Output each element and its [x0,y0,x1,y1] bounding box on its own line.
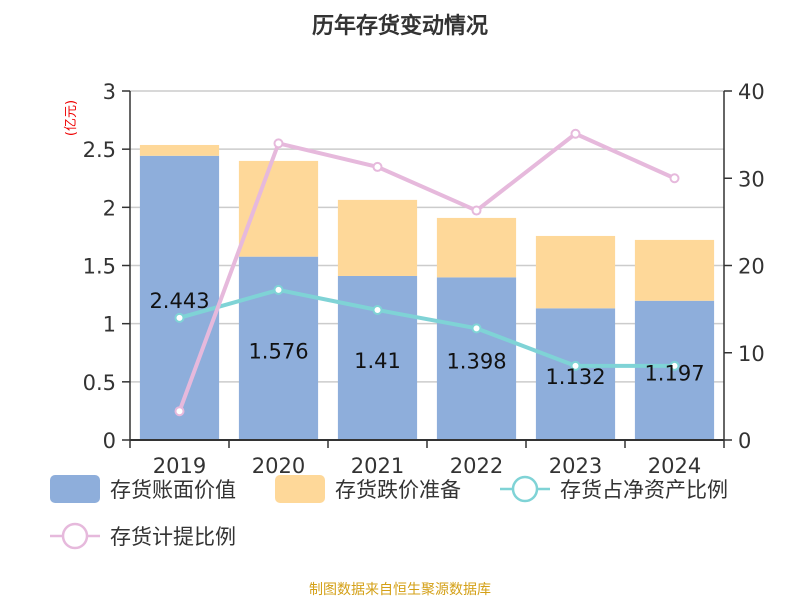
right-tick-label: 40 [738,80,765,104]
line-point [174,406,185,417]
line-point [570,360,581,371]
left-tick-label: 1 [103,313,116,337]
source-note: 制图数据来自恒生聚源数据库 [309,582,491,598]
bar-book-value [535,308,616,440]
x-tick-label: 2023 [549,454,602,478]
bar-reserve [634,239,715,301]
bar-reserve [436,217,517,278]
legend-swatch [275,475,325,503]
line-point [471,323,482,334]
bar-reserve [238,160,319,257]
chart-title: 历年存货变动情况 [312,13,488,39]
bar-data-label: 2.443 [149,289,209,313]
left-tick-label: 3 [103,80,116,104]
left-axis-unit: (亿元) [64,100,79,136]
left-tick-label: 0 [103,429,116,453]
legend-label: 存货计提比例 [110,525,236,549]
legend-swatch [50,475,100,503]
x-tick-label: 2021 [351,454,404,478]
left-tick-label: 0.5 [83,371,116,395]
right-axis-unit: % [796,86,800,98]
bar-data-label: 1.132 [545,365,605,389]
right-tick-label: 10 [738,342,765,366]
line-point [372,161,383,172]
line-point [669,360,680,371]
bar-book-value [139,155,220,440]
line-point [273,138,284,149]
right-tick-label: 0 [738,429,751,453]
legend-marker [511,475,539,503]
left-tick-label: 2.5 [83,138,116,162]
bar-data-label: 1.398 [446,350,506,374]
line-point [570,128,581,139]
bar-data-label: 1.197 [644,361,704,385]
bar-reserve [535,235,616,309]
legend-label: 存货账面价值 [110,478,236,502]
line-point [372,304,383,315]
line-series-provision-ratio [177,131,676,412]
x-tick-label: 2020 [252,454,305,478]
legend-label: 存货跌价准备 [335,478,461,502]
left-tick-label: 1.5 [83,255,116,279]
x-tick-label: 2022 [450,454,503,478]
bar-reserve [139,144,220,156]
left-tick-label: 2 [103,196,116,220]
line-series-net-asset-ratio [178,287,675,368]
line-point [273,284,284,295]
legend-label: 存货占净资产比例 [560,478,728,502]
bar-reserve [337,199,418,276]
right-tick-label: 30 [738,167,765,191]
right-tick-label: 20 [738,255,765,279]
bar-data-label: 1.41 [354,349,401,373]
line-point [174,312,185,323]
x-tick-label: 2019 [153,454,206,478]
bar-data-label: 1.576 [248,339,308,363]
line-point [471,205,482,216]
legend-marker [61,522,89,550]
line-point [669,173,680,184]
bar-book-value [436,277,517,440]
x-tick-label: 2024 [648,454,701,478]
